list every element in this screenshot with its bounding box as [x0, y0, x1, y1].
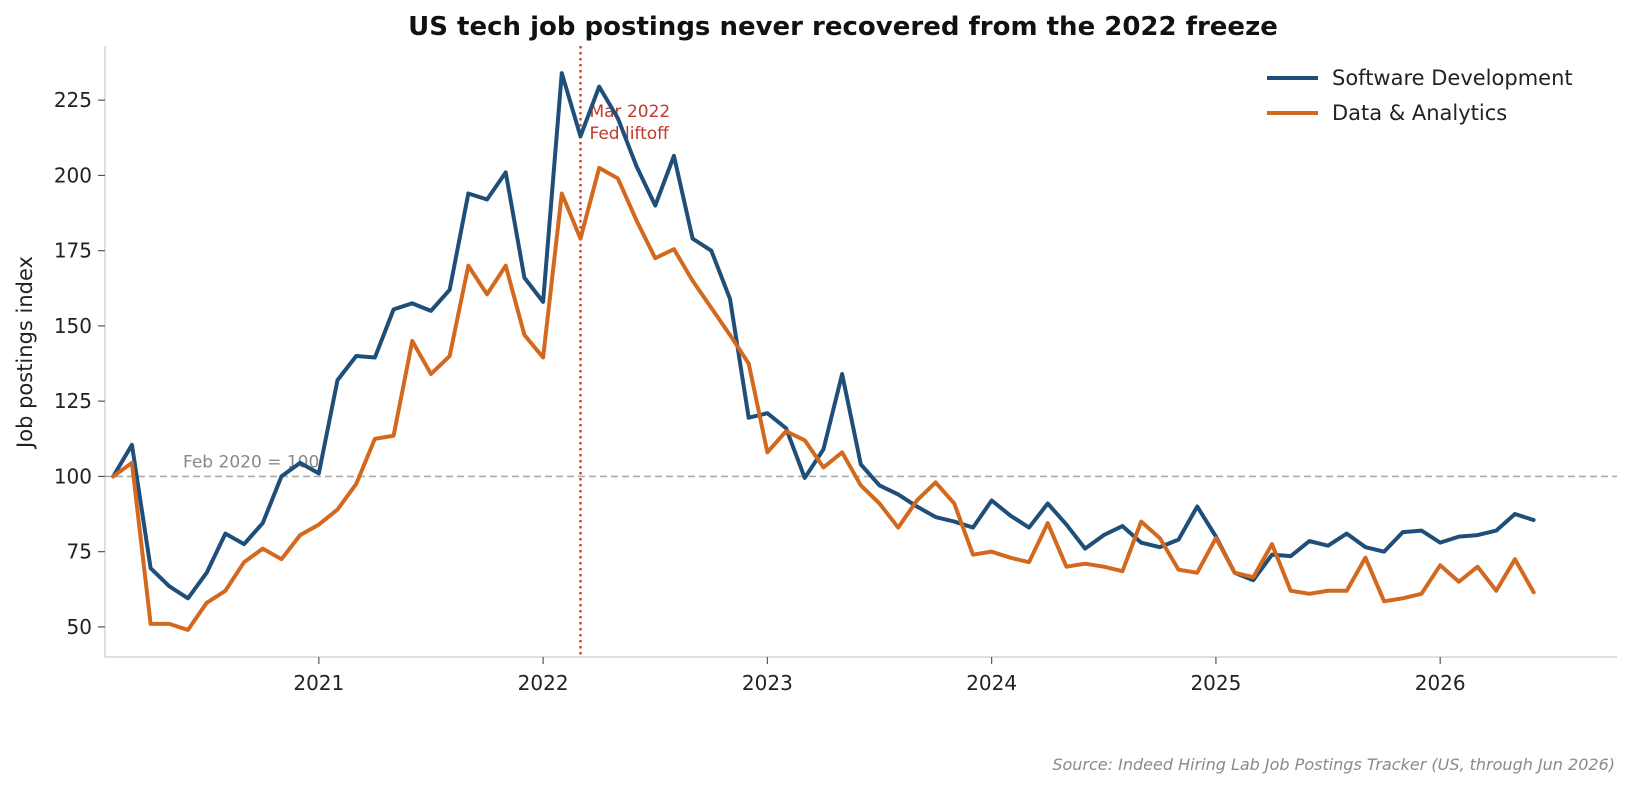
series-group	[111, 71, 1536, 632]
x-tick-label: 2026	[1415, 671, 1466, 695]
y-tick-label: 50	[67, 615, 92, 639]
y-axis-label: Job postings index	[13, 256, 37, 450]
event-line-label: Fed liftoff	[589, 124, 670, 144]
event-line-label: Mar 2022	[589, 102, 670, 122]
x-tick-label: 2021	[293, 671, 344, 695]
x-tick-label: 2022	[518, 671, 569, 695]
series-line-1	[111, 71, 1536, 601]
series-line-2	[111, 165, 1536, 632]
y-ticks: 50 75 100 125 150 175 200 225	[54, 88, 105, 639]
x-tick-label: 2025	[1190, 671, 1241, 695]
reference-line-label: Feb 2020 = 100	[183, 452, 319, 472]
axes	[104, 46, 1617, 658]
source-note: Source: Indeed Hiring Lab Job Postings T…	[1052, 755, 1615, 774]
reference-line-group: Feb 2020 = 100	[105, 452, 1617, 478]
legend-label: Software Development	[1332, 66, 1573, 90]
chart-title: US tech job postings never recovered fro…	[408, 12, 1278, 42]
legend-label: Data & Analytics	[1332, 101, 1507, 125]
x-ticks: 2021 2022 2023 2024 2025 2026	[293, 657, 1466, 695]
y-tick-label: 125	[54, 389, 92, 413]
y-tick-label: 225	[54, 88, 92, 112]
y-tick-label: 75	[67, 540, 92, 564]
y-tick-label: 150	[54, 314, 92, 338]
y-tick-label: 200	[54, 163, 92, 187]
y-tick-label: 175	[54, 239, 92, 263]
x-tick-label: 2023	[742, 671, 793, 695]
x-tick-label: 2024	[966, 671, 1017, 695]
series-points-2	[113, 168, 1534, 630]
y-tick-label: 100	[54, 464, 92, 488]
legend: Software Development Data & Analytics	[1267, 66, 1573, 125]
